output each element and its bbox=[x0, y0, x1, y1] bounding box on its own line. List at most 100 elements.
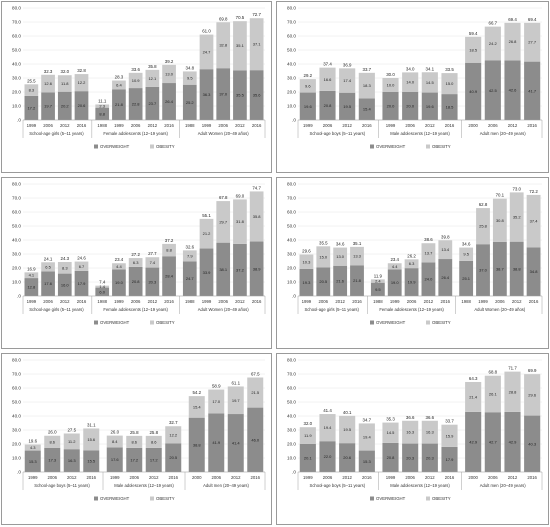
total-value-label: 32.7 bbox=[169, 420, 178, 425]
obesity-value-label: 8.6 bbox=[49, 439, 55, 444]
bar-obesity bbox=[106, 435, 123, 448]
overweight-value-label: 6.0 bbox=[99, 289, 105, 294]
overweight-value-label: 15.4 bbox=[363, 107, 372, 112]
legend-label-overweight: OVERWEIGHT bbox=[376, 496, 406, 501]
bar-obesity bbox=[421, 243, 436, 263]
bar-obesity bbox=[182, 71, 197, 85]
y-tick-label: 20.0 bbox=[287, 90, 296, 95]
obesity-value-label: 6.4 bbox=[116, 83, 122, 88]
bar-obesity bbox=[465, 381, 482, 412]
y-tick-label: 70.0 bbox=[12, 196, 21, 201]
obesity-value-label: 15.9 bbox=[446, 433, 455, 438]
bar-overweight bbox=[24, 95, 39, 120]
obesity-value-label: 9.5 bbox=[187, 76, 193, 81]
total-value-label: 29.2 bbox=[304, 73, 313, 78]
overweight-value-label: 15.5 bbox=[87, 459, 96, 464]
obesity-value-label: 9.6 bbox=[305, 83, 311, 88]
obesity-value-label: 12.2 bbox=[78, 80, 87, 85]
group-label: Adult men (20–49 years) bbox=[203, 483, 249, 488]
overweight-value-label: 37.0 bbox=[479, 268, 488, 273]
overweight-value-label: 17.6 bbox=[44, 281, 53, 286]
x-tick-label: 2012 bbox=[148, 123, 158, 128]
x-tick-label: 2006 bbox=[405, 475, 415, 480]
obesity-value-label: 11.2 bbox=[68, 439, 76, 444]
overweight-value-label: 33.9 bbox=[203, 270, 212, 275]
bar-obesity bbox=[112, 80, 126, 90]
overweight-value-label: 17.2 bbox=[150, 457, 159, 462]
x-tick-label: 2012 bbox=[508, 475, 518, 480]
total-value-label: 34.1 bbox=[426, 66, 435, 71]
total-value-label: 68.8 bbox=[489, 370, 498, 375]
bar-obesity bbox=[216, 22, 231, 69]
overweight-value-label: 38.8 bbox=[513, 266, 522, 271]
x-tick-label: 2006 bbox=[43, 123, 53, 128]
x-tick-label: 1999 bbox=[202, 299, 212, 304]
obesity-value-label: 8.8 bbox=[166, 248, 172, 253]
bar-overweight bbox=[44, 447, 61, 472]
overweight-value-label: 35.6 bbox=[253, 93, 262, 98]
x-tick-label: 2006 bbox=[495, 299, 505, 304]
total-value-label: 71.7 bbox=[508, 366, 517, 371]
overweight-value-label: 20.0 bbox=[406, 104, 415, 109]
chart-panel-1: .0 10.0 20.0 30.0 40.0 50.0 60.0 70.0 80.0 17.2 8.… bbox=[1, 1, 272, 173]
overweight-value-label: 42.7 bbox=[489, 440, 498, 445]
bar-obesity bbox=[95, 285, 110, 288]
bar-overweight bbox=[382, 92, 399, 120]
overweight-value-label: 20.3 bbox=[426, 455, 435, 460]
bar-overweight bbox=[128, 266, 143, 296]
x-tick-label: 2012 bbox=[512, 299, 522, 304]
bar-obesity bbox=[83, 428, 100, 451]
bar-overweight bbox=[465, 62, 482, 120]
total-value-label: 61.0 bbox=[202, 29, 211, 34]
obesity-value-label: 4.4 bbox=[392, 264, 398, 269]
bar-overweight bbox=[421, 92, 438, 120]
x-tick-label: 2016 bbox=[250, 475, 260, 480]
obesity-value-label: 8.6 bbox=[151, 439, 157, 444]
overweight-value-label: 41.9 bbox=[212, 440, 221, 445]
obesity-value-label: 37.4 bbox=[530, 219, 539, 224]
bar-obesity bbox=[128, 72, 143, 89]
bar-overweight bbox=[249, 70, 264, 120]
bar-obesity bbox=[199, 34, 214, 70]
obesity-value-label: 4.3 bbox=[30, 445, 36, 450]
total-value-label: 59.4 bbox=[469, 31, 478, 36]
y-tick-label: 30.0 bbox=[12, 76, 21, 81]
obesity-value-label: 19.7 bbox=[232, 398, 241, 403]
overweight-value-label: 16.3 bbox=[68, 458, 77, 463]
bar-overweight bbox=[112, 269, 126, 296]
overweight-value-label: 19.7 bbox=[44, 104, 53, 109]
obesity-value-label: 10.0 bbox=[387, 83, 396, 88]
obesity-value-label: 13.4 bbox=[441, 247, 450, 252]
bar-obesity bbox=[299, 254, 314, 269]
bar-overweight bbox=[504, 411, 521, 472]
group-label: Male adolescents (12–19 years) bbox=[390, 131, 450, 136]
obesity-value-label: 15.6 bbox=[87, 437, 96, 442]
overweight-value-label: 18.5 bbox=[446, 105, 455, 110]
group-label: Male adolescents (12–19 years) bbox=[114, 483, 174, 488]
total-value-label: 33.7 bbox=[363, 67, 372, 72]
overweight-value-label: 9.5 bbox=[375, 287, 381, 292]
obesity-value-label: 13.7 bbox=[425, 250, 434, 255]
obesity-value-label: 19.4 bbox=[324, 425, 333, 430]
y-tick-label: 20.0 bbox=[12, 90, 21, 95]
x-tick-label: 2016 bbox=[527, 123, 537, 128]
total-value-label: 23.4 bbox=[115, 257, 124, 262]
x-tick-label: 1988 bbox=[97, 123, 107, 128]
legend-swatch-obesity bbox=[426, 144, 430, 149]
stacked-bar-chart-6: .0 10.0 20.0 30.0 40.0 50.0 60.0 70.0 80.0 20.1 11… bbox=[287, 358, 543, 501]
bar-obesity bbox=[402, 420, 419, 444]
bar-overweight bbox=[358, 450, 375, 472]
x-tick-label: 1988 bbox=[373, 299, 383, 304]
total-value-label: 70.1 bbox=[496, 193, 505, 198]
x-tick-label: 2006 bbox=[47, 475, 57, 480]
obesity-value-label: 4.4 bbox=[116, 264, 122, 269]
obesity-value-label: 16.6 bbox=[324, 77, 333, 82]
total-value-label: 35.1 bbox=[353, 241, 362, 246]
legend-label-overweight: OVERWEIGHT bbox=[100, 496, 130, 501]
x-tick-label: 2000 bbox=[192, 475, 202, 480]
obesity-value-label: 10.3 bbox=[303, 259, 312, 264]
overweight-value-label: 17.9 bbox=[78, 281, 87, 286]
total-value-label: 72.7 bbox=[252, 12, 261, 17]
overweight-value-label: 20.6 bbox=[78, 103, 87, 108]
bar-obesity bbox=[57, 261, 72, 274]
